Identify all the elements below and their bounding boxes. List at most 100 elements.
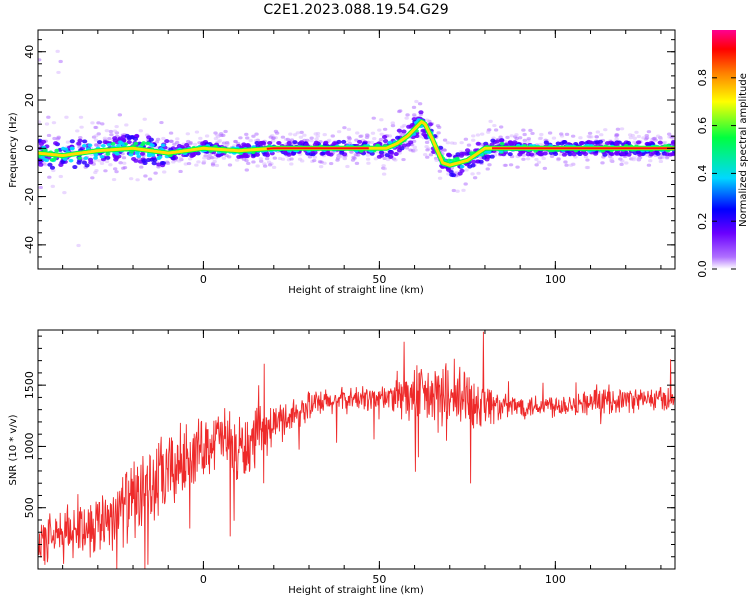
spectrogram-core-point bbox=[62, 157, 68, 161]
spectrogram-band-point bbox=[286, 141, 292, 146]
spectrogram-core-point bbox=[499, 141, 505, 146]
spectrogram-band-point bbox=[313, 140, 319, 145]
spectrogram-band-point bbox=[470, 159, 477, 164]
spectrogram-halo-point bbox=[522, 153, 527, 157]
spectrogram-band-point bbox=[561, 152, 568, 157]
spectrogram-halo-point bbox=[312, 155, 318, 159]
spectrogram-core-point bbox=[116, 143, 121, 148]
spectrogram-halo-point bbox=[139, 165, 144, 169]
spectrogram-halo-point bbox=[112, 129, 118, 133]
spectrogram-band-point bbox=[567, 152, 573, 157]
spectrogram-halo-point bbox=[559, 132, 564, 136]
spectrogram-halo-point bbox=[485, 167, 490, 171]
spectrogram-halo-point bbox=[328, 161, 334, 166]
spectrogram-halo-point bbox=[503, 140, 508, 144]
spectrogram-halo-point bbox=[411, 105, 417, 109]
spectrogram-core-point bbox=[149, 143, 155, 148]
spectrogram-core-point bbox=[134, 151, 140, 155]
spectrogram-halo-point bbox=[587, 135, 592, 139]
spectrogram-halo-point bbox=[50, 184, 56, 189]
spectrogram-halo-point bbox=[414, 99, 419, 104]
spectrogram-halo-point bbox=[238, 136, 243, 140]
spectrogram-band-point bbox=[97, 140, 103, 145]
spectrogram-halo-point bbox=[171, 160, 176, 164]
spectrogram-band-point bbox=[164, 139, 170, 144]
spectrogram-halo-point bbox=[556, 157, 561, 161]
spectrogram-halo-point bbox=[76, 243, 81, 248]
spectrogram-halo-point bbox=[475, 133, 481, 137]
spectrogram-halo-point bbox=[615, 127, 621, 131]
spectrogram-halo-point bbox=[349, 150, 354, 154]
spectrogram-band-point bbox=[121, 138, 127, 143]
spectrogram-halo-point bbox=[378, 137, 384, 142]
spectrogram-halo-point bbox=[255, 164, 260, 168]
spectrogram-halo-point bbox=[646, 130, 652, 134]
spectrogram-halo-point bbox=[194, 163, 199, 167]
spectrogram-halo-point bbox=[122, 161, 127, 165]
spectrogram-halo-point bbox=[428, 153, 434, 157]
spectrogram-halo-point bbox=[154, 140, 160, 144]
spectrogram-halo-point bbox=[655, 134, 661, 138]
spectrogram-core-point bbox=[133, 141, 139, 146]
spectrogram-halo-point bbox=[254, 132, 259, 136]
spectrogram-core-point bbox=[99, 154, 105, 159]
spectrogram-band-point bbox=[240, 153, 246, 158]
spectrogram-core-point bbox=[68, 158, 74, 163]
spectrogram-halo-point bbox=[142, 117, 147, 121]
spectrogram-band-point bbox=[552, 151, 559, 156]
spectrogram-halo-point bbox=[664, 155, 670, 159]
colorbar-gradient bbox=[712, 30, 736, 269]
spectrogram-halo-point bbox=[353, 153, 359, 157]
spectrogram-halo-point bbox=[43, 163, 48, 167]
spectrogram-halo-point bbox=[437, 169, 443, 173]
spectrogram-band-point bbox=[133, 158, 139, 163]
y-tick-label: 500 bbox=[23, 497, 36, 518]
spectrogram-band-point bbox=[184, 142, 190, 147]
spectrogram-band-point bbox=[543, 140, 549, 145]
spectrogram-halo-point bbox=[358, 134, 363, 138]
spectrogram-band-point bbox=[88, 160, 94, 165]
spectrogram-halo-point bbox=[466, 143, 472, 147]
spectrogram-halo-point bbox=[393, 158, 398, 162]
spectrogram-band-point bbox=[579, 141, 585, 146]
spectrogram-band-point bbox=[378, 150, 385, 155]
spectrogram-halo-point bbox=[619, 162, 624, 166]
spectrogram-halo-point bbox=[379, 118, 384, 122]
spectrogram-halo-point bbox=[112, 167, 118, 171]
spectrogram-halo-point bbox=[271, 136, 276, 140]
spectrogram-halo-point bbox=[377, 128, 382, 132]
spectrogram-halo-point bbox=[271, 139, 276, 143]
spectrogram-halo-point bbox=[515, 165, 520, 169]
spectrogram-halo-point bbox=[522, 138, 527, 142]
spectrogram-halo-point bbox=[186, 139, 191, 144]
spectrogram-halo-point bbox=[417, 102, 423, 106]
spectrogram-halo-point bbox=[38, 58, 42, 62]
spectrogram-halo-point bbox=[493, 128, 499, 132]
x-tick-label: 100 bbox=[545, 273, 566, 286]
spectrogram-halo-point bbox=[658, 159, 664, 164]
spectrogram-band-point bbox=[170, 156, 176, 161]
spectrogram-halo-point bbox=[373, 157, 379, 161]
spectrogram-halo-point bbox=[424, 140, 430, 144]
spectrogram-halo-point bbox=[385, 157, 391, 162]
spectrogram-halo-point bbox=[206, 156, 211, 160]
spectrogram-core-point bbox=[81, 143, 87, 148]
spectrogram-halo-point bbox=[413, 148, 418, 152]
spectrogram-halo-point bbox=[186, 161, 192, 166]
spectrogram-halo-point bbox=[441, 148, 447, 152]
spectrogram-halo-point bbox=[192, 142, 198, 147]
spectrogram-halo-point bbox=[538, 136, 544, 140]
spectrogram-halo-point bbox=[476, 171, 481, 175]
spectrogram-halo-point bbox=[603, 128, 608, 132]
spectrogram-band-point bbox=[113, 157, 119, 162]
spectrogram-halo-point bbox=[517, 136, 523, 140]
spectrogram-halo-point bbox=[147, 177, 153, 181]
spectrogram-halo-point bbox=[355, 131, 360, 135]
spectrogram-halo-point bbox=[627, 133, 633, 137]
spectrogram-halo-point bbox=[178, 156, 183, 160]
spectrogram-halo-point bbox=[372, 137, 377, 141]
spectrogram-band-point bbox=[498, 138, 505, 143]
spectrogram-halo-point bbox=[412, 145, 417, 149]
y-tick-label: 20 bbox=[23, 93, 36, 107]
spectrogram-halo-point bbox=[176, 159, 182, 163]
